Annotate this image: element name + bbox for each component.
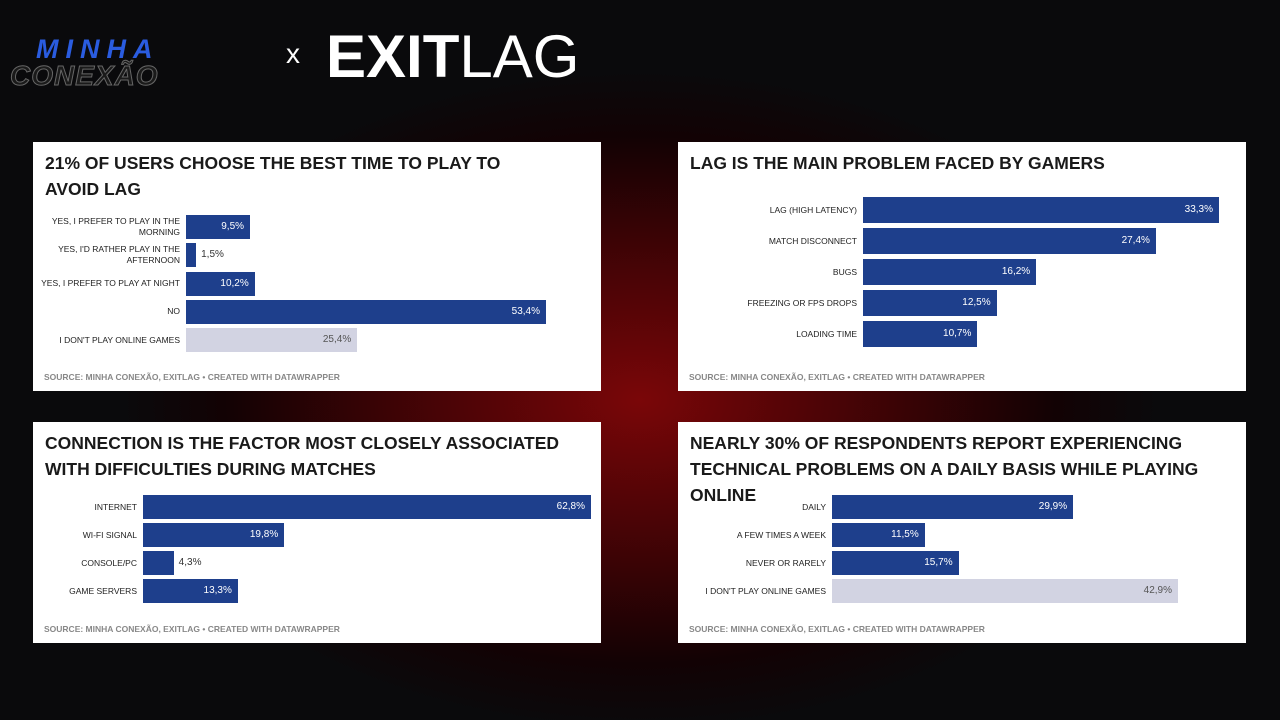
value-label: 9,5% (221, 221, 245, 232)
value-label: 10,2% (220, 277, 249, 289)
bar (832, 579, 1178, 603)
source-note: SOURCE: MINHA CONEXÃO, EXITLAG • CREATED… (689, 624, 985, 634)
value-label: 16,2% (1001, 266, 1031, 277)
value-label: 25,4% (322, 334, 352, 346)
category-label: A FEW TIMES A WEEK (736, 529, 826, 540)
chart-title: CONNECTION IS THE FACTOR MOST CLOSELY AS… (45, 433, 560, 479)
value-label: 4,3% (178, 557, 202, 568)
value-label: 62,8% (556, 501, 585, 512)
bar (143, 579, 238, 603)
partner-light: LAG (459, 23, 580, 90)
bar (863, 321, 978, 347)
bar (143, 523, 285, 547)
partner-bold: EXIT (326, 23, 460, 90)
category-label: YES, I PREFER TO PLAY IN THE MORNING (51, 216, 180, 237)
value-label: 27,4% (1121, 235, 1150, 246)
value-label: 1,5% (201, 249, 224, 261)
bar (863, 290, 997, 316)
value-label: 10,7% (943, 328, 972, 339)
brand-bottom: CONEXÃO (10, 60, 159, 92)
category-label: GAME SERVERS (69, 585, 137, 596)
bar (143, 551, 174, 575)
bar (186, 215, 251, 239)
category-label: I DON'T PLAY ONLINE GAMES (705, 585, 826, 596)
value-label: 42,9% (1143, 585, 1172, 596)
value-label: 12,5% (962, 297, 991, 308)
category-label: I DON'T PLAY ONLINE GAMES (59, 334, 180, 345)
chart-panel: LAG IS THE MAIN PROBLEM FACED BY GAMERS L… (678, 142, 1246, 391)
category-label: YES, I PREFER TO PLAY AT NIGHT (41, 278, 180, 289)
chart-panel: 21% OF USERS CHOOSE THE BEST TIME TO PLA… (33, 142, 601, 391)
category-label: NEVER OR RARELY (745, 557, 826, 568)
value-label: 15,7% (924, 557, 953, 568)
bar (186, 243, 197, 268)
value-label: 33,3% (1184, 204, 1213, 215)
source-note: SOURCE: MINHA CONEXÃO, EXITLAG • CREATED… (44, 624, 340, 634)
separator: x (286, 38, 300, 69)
brand-top: MINHA (36, 34, 160, 64)
value-label: 19,8% (249, 529, 279, 540)
chart-title: NEARLY 30% OF RESPONDENTS REPORT EXPERIE… (690, 433, 1199, 505)
value-label: 29,9% (1038, 501, 1068, 512)
category-label: NO (167, 306, 180, 317)
bar (832, 495, 1074, 519)
category-label: CONSOLE/PC (81, 557, 137, 568)
chart-title: LAG IS THE MAIN PROBLEM FACED BY GAMERS (690, 153, 1105, 173)
bar (863, 197, 1219, 223)
category-label: LOADING TIME (796, 328, 857, 339)
category-label: LAG (HIGH LATENCY) (769, 204, 857, 215)
bar (186, 299, 546, 324)
bar (186, 271, 255, 296)
bar (863, 259, 1037, 285)
value-label: 13,3% (203, 585, 232, 596)
category-label: INTERNET (94, 501, 138, 512)
chart-panel: NEARLY 30% OF RESPONDENTS REPORT EXPERIE… (678, 422, 1246, 643)
value-label: 53,4% (511, 305, 540, 317)
category-label: BUGS (832, 266, 857, 277)
bar (143, 495, 591, 519)
category-label: YES, I'D RATHER PLAY IN THE AFTERNOON (58, 244, 180, 266)
partner-logo: EXITLAG (326, 22, 579, 92)
category-label: DAILY (802, 501, 826, 512)
bar (186, 328, 358, 353)
bar (863, 228, 1156, 254)
value-label: 11,5% (891, 529, 919, 540)
source-note: SOURCE: MINHA CONEXÃO, EXITLAG • CREATED… (44, 372, 340, 382)
category-label: MATCH DISCONNECT (768, 235, 857, 246)
bar (832, 523, 925, 547)
category-label: FREEZING OR FPS DROPS (747, 297, 857, 308)
category-label: WI-FI SIGNAL (82, 529, 137, 540)
chart-panel: CONNECTION IS THE FACTOR MOST CLOSELY AS… (33, 422, 601, 643)
chart-title: 21% OF USERS CHOOSE THE BEST TIME TO PLA… (45, 153, 501, 199)
bar (832, 551, 959, 575)
source-note: SOURCE: MINHA CONEXÃO, EXITLAG • CREATED… (689, 372, 985, 382)
